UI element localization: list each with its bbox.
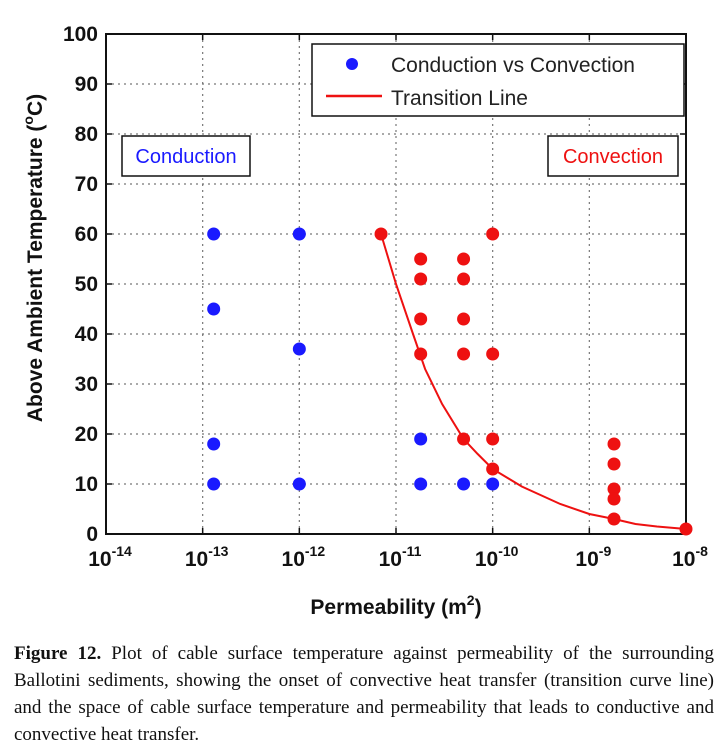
x-tick-label: 10-8 xyxy=(672,543,708,571)
caption-text: Plot of cable surface temperature agains… xyxy=(14,643,714,745)
data-point xyxy=(457,312,471,326)
data-point xyxy=(486,432,500,446)
y-tick-label: 30 xyxy=(75,373,98,396)
data-point xyxy=(607,512,621,526)
y-tick-label: 100 xyxy=(63,23,98,46)
data-point xyxy=(486,347,500,361)
y-axis-title-sup: o xyxy=(20,116,36,125)
legend-label-line: Transition Line xyxy=(391,87,528,110)
data-point xyxy=(374,227,388,241)
x-tick-label: 10-14 xyxy=(88,543,132,571)
data-point xyxy=(457,347,471,361)
data-point xyxy=(457,272,471,286)
convection-label: Convection xyxy=(563,146,663,168)
data-point xyxy=(457,477,471,491)
y-tick-label: 80 xyxy=(75,123,98,146)
y-tick-label: 70 xyxy=(75,173,98,196)
y-axis-title: Above Ambient Temperature (oC) xyxy=(20,94,47,422)
y-tick-label: 10 xyxy=(75,473,98,496)
data-point xyxy=(607,457,621,471)
data-point xyxy=(414,477,428,491)
data-point xyxy=(486,462,500,476)
x-tick-label: 10-10 xyxy=(475,543,519,571)
y-tick-label: 0 xyxy=(86,523,98,546)
conduction-label: Conduction xyxy=(135,146,236,168)
legend-dot-marker xyxy=(346,58,358,70)
data-point xyxy=(292,342,306,356)
caption-label: Figure 12. xyxy=(14,643,102,664)
data-point xyxy=(414,272,428,286)
conduction-label-box xyxy=(121,135,251,177)
x-axis: 10-14 10-13 10-12 10-11 10-10 10-9 10-8 xyxy=(88,34,708,571)
data-point xyxy=(486,477,500,491)
data-point xyxy=(414,312,428,326)
data-point xyxy=(207,227,221,241)
y-tick-label: 60 xyxy=(75,223,98,246)
data-point xyxy=(207,477,221,491)
x-axis-title-main: Permeability (m xyxy=(310,596,466,619)
y-axis-title-end: C) xyxy=(24,94,47,116)
data-point xyxy=(292,477,306,491)
data-point xyxy=(207,302,221,316)
x-tick-label: 10-13 xyxy=(185,543,229,571)
data-point xyxy=(679,522,693,536)
data-point xyxy=(486,227,500,241)
data-points xyxy=(207,227,693,536)
legend: Conduction vs Convection Transition Line xyxy=(311,43,685,117)
chart: 10-14 10-13 10-12 10-11 10-10 10-9 10-8 0 10 20 3… xyxy=(20,23,708,619)
y-axis: 0 10 20 30 40 50 60 70 80 90 100 xyxy=(63,23,686,546)
figure-caption: Figure 12. Plot of cable surface tempera… xyxy=(14,640,714,748)
y-axis-title-main: Above Ambient Temperature ( xyxy=(24,125,47,423)
legend-label-scatter: Conduction vs Convection xyxy=(391,54,635,77)
region-label-convection: Convection xyxy=(547,135,679,177)
data-point xyxy=(207,437,221,451)
x-tick-label: 10-9 xyxy=(575,543,611,571)
legend-box xyxy=(311,43,685,117)
y-tick-label: 20 xyxy=(75,423,98,446)
x-tick-label: 10-11 xyxy=(379,543,422,571)
x-axis-title: Permeability (m2) xyxy=(310,592,481,619)
x-tick-label: 10-12 xyxy=(282,543,326,571)
y-tick-label: 40 xyxy=(75,323,98,346)
data-point xyxy=(414,347,428,361)
data-point xyxy=(414,252,428,266)
data-point xyxy=(607,437,621,451)
data-point xyxy=(607,492,621,506)
y-tick-label: 50 xyxy=(75,273,98,296)
region-label-conduction: Conduction xyxy=(121,135,251,177)
data-point xyxy=(607,482,621,496)
data-point xyxy=(457,252,471,266)
y-tick-label: 90 xyxy=(75,73,98,96)
x-axis-title-end: ) xyxy=(475,596,482,619)
convection-label-box xyxy=(547,135,679,177)
x-axis-title-sup: 2 xyxy=(467,592,475,608)
data-point xyxy=(292,227,306,241)
data-point xyxy=(414,432,428,446)
data-point xyxy=(457,432,471,446)
